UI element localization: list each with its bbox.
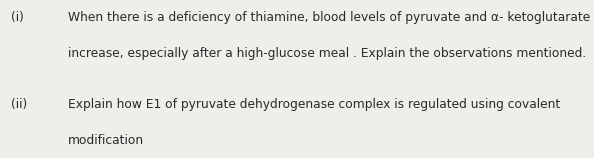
Text: increase, especially after a high-glucose meal . Explain the observations mentio: increase, especially after a high-glucos… [68,47,586,60]
Text: (ii): (ii) [11,98,27,111]
Text: When there is a deficiency of thiamine, blood levels of pyruvate and α- ketoglut: When there is a deficiency of thiamine, … [68,11,590,24]
Text: Explain how E1 of pyruvate dehydrogenase complex is regulated using covalent: Explain how E1 of pyruvate dehydrogenase… [68,98,561,111]
Text: modification: modification [68,134,144,147]
Text: (i): (i) [11,11,24,24]
